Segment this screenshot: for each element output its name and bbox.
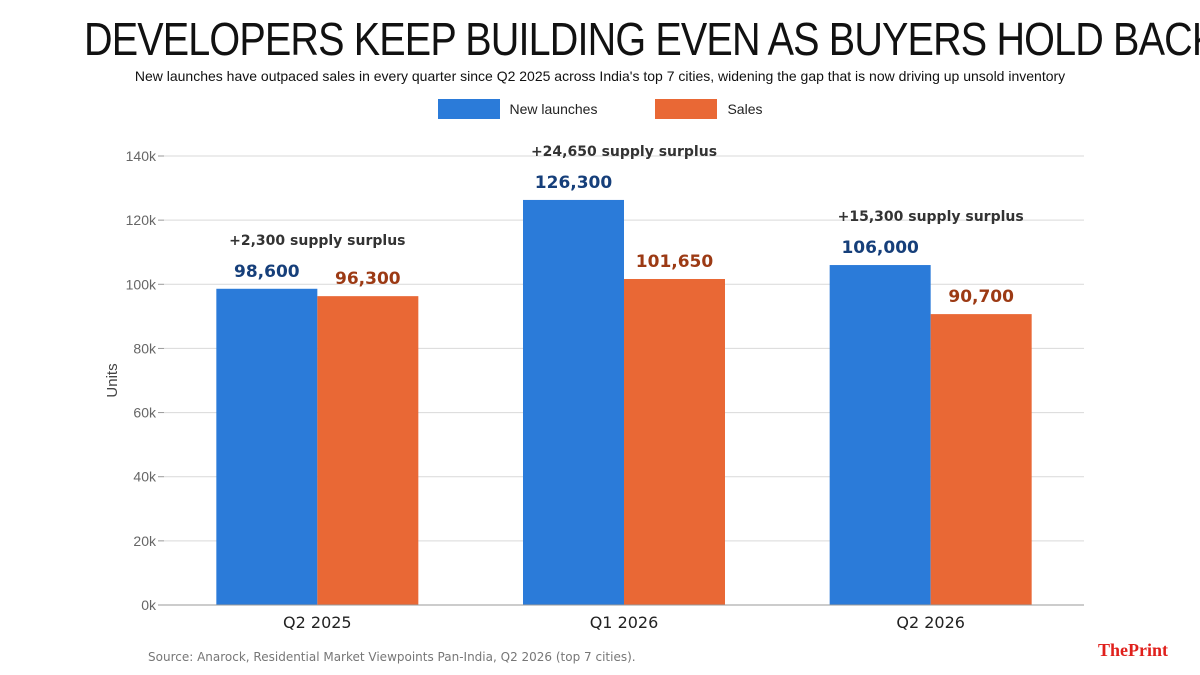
data-label-launches: 106,000 xyxy=(841,238,919,258)
y-tick-label: 140k xyxy=(126,148,157,164)
y-axis-label: Units xyxy=(104,363,121,397)
chart-title: DEVELOPERS KEEP BUILDING EVEN AS BUYERS … xyxy=(84,13,1200,65)
y-tick-label: 100k xyxy=(126,276,157,292)
y-tick-label: 40k xyxy=(133,469,157,485)
theprint-logo: ThePrint xyxy=(1098,640,1168,661)
logo-the: The xyxy=(1097,640,1128,660)
x-tick-label: Q2 2025 xyxy=(283,613,352,632)
legend: New launches Sales xyxy=(0,99,1200,119)
bar-sales xyxy=(317,296,419,605)
legend-label-launches: New launches xyxy=(509,101,598,117)
x-tick-label: Q2 2026 xyxy=(896,613,965,632)
x-tick-label: Q1 2026 xyxy=(590,613,659,632)
logo-print: Print xyxy=(1128,640,1168,660)
legend-swatch-sales xyxy=(655,99,718,119)
bar-launches xyxy=(216,288,318,605)
data-label-sales: 96,300 xyxy=(335,269,401,289)
surplus-annotation: +24,650 supply surplus xyxy=(531,144,717,160)
legend-swatch-launches xyxy=(437,99,500,119)
y-tick-label: 0k xyxy=(141,597,157,613)
surplus-annotation: +2,300 supply surplus xyxy=(229,233,405,249)
bar-launches xyxy=(829,265,931,605)
legend-label-sales: Sales xyxy=(727,101,763,117)
bar-launches xyxy=(523,199,624,605)
legend-item-launches: New launches xyxy=(437,99,598,119)
y-tick-label: 20k xyxy=(133,533,157,549)
surplus-annotation: +15,300 supply surplus xyxy=(838,209,1024,225)
y-tick-label: 120k xyxy=(126,212,157,228)
bar-sales xyxy=(930,314,1032,605)
bar-sales xyxy=(624,278,725,605)
source-note: Source: Anarock, Residential Market View… xyxy=(148,650,636,664)
y-tick-label: 60k xyxy=(133,405,157,421)
y-tick-label: 80k xyxy=(133,340,157,356)
data-label-sales: 101,650 xyxy=(636,252,714,272)
chart-subtitle: New launches have outpaced sales in ever… xyxy=(134,68,1066,84)
data-label-launches: 126,300 xyxy=(535,173,613,193)
data-label-sales: 90,700 xyxy=(948,287,1014,307)
legend-item-sales: Sales xyxy=(655,99,762,119)
data-label-launches: 98,600 xyxy=(234,262,300,282)
